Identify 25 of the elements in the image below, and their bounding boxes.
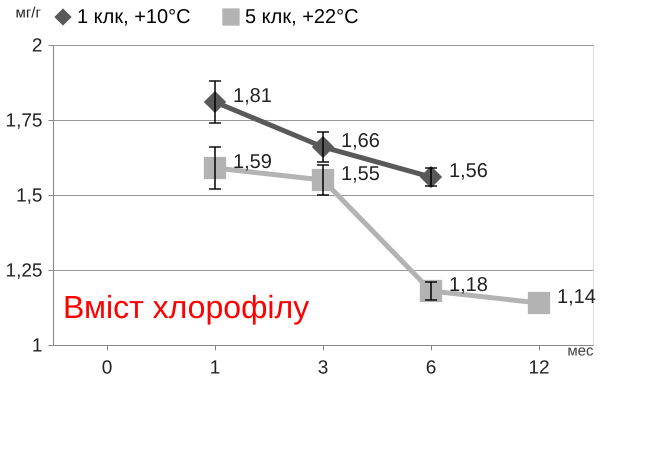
data-label: 1,56 — [449, 160, 488, 182]
legend-label: 5 клк, +22°C — [245, 6, 359, 28]
legend-label: 1 клк, +10°C — [77, 6, 191, 28]
data-label: 1,66 — [341, 130, 380, 152]
y-tick-label: 1 — [32, 336, 42, 356]
point — [528, 292, 550, 314]
x-tick-label: 3 — [318, 358, 328, 378]
y-axis-title: мг/г — [16, 4, 42, 22]
point — [204, 156, 226, 180]
y-tick-label: 1,75 — [6, 110, 42, 132]
data-label: 1,59 — [233, 151, 272, 173]
y-tick-label: 1,5 — [16, 186, 42, 206]
y-tick-label: 1,25 — [6, 260, 42, 282]
point — [312, 168, 334, 192]
x-axis-title: мес — [567, 342, 594, 360]
data-label: 1,18 — [449, 274, 488, 296]
x-tick-label: 12 — [528, 358, 550, 378]
x-tick-label: 0 — [102, 358, 112, 378]
x-tick-label: 6 — [426, 358, 436, 378]
annotation: Вміст хлорофілу — [63, 289, 310, 325]
data-label: 1,14 — [557, 286, 596, 308]
y-tick-label: 2 — [32, 36, 42, 56]
x-tick-label: 1 — [210, 358, 220, 378]
data-label: 1,55 — [341, 163, 380, 185]
data-label: 1,81 — [233, 85, 272, 107]
